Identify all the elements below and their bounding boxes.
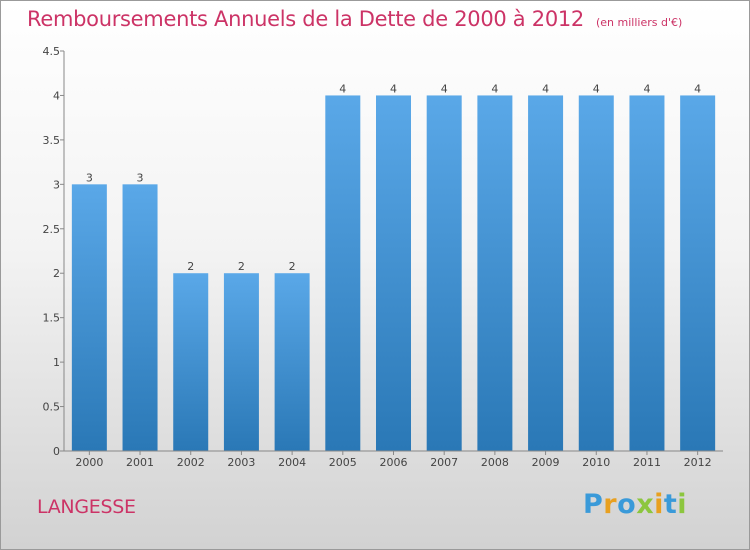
y-tick-label: 4 [53, 89, 60, 102]
x-tick-label-2002: 2002 [177, 456, 205, 469]
bar-2009 [528, 95, 564, 451]
bar-2007 [426, 95, 462, 451]
y-tick-label: 3 [53, 178, 60, 191]
bar-2001 [122, 184, 158, 452]
logo-letter: i [677, 489, 688, 520]
x-tick-label-2001: 2001 [126, 456, 154, 469]
bar-2008 [477, 95, 513, 451]
x-tick-label-2006: 2006 [380, 456, 408, 469]
bar-2005 [325, 95, 361, 451]
logo-letter: x [636, 489, 655, 520]
x-tick-label-2005: 2005 [329, 456, 357, 469]
data-label-2009: 4 [542, 82, 549, 95]
bar-2006 [376, 95, 411, 451]
x-tick-label-2007: 2007 [430, 456, 458, 469]
logo-letter: r [603, 489, 618, 520]
bar-2003 [223, 273, 259, 451]
data-label-2011: 4 [643, 82, 650, 95]
y-tick-label: 1.5 [43, 312, 61, 325]
data-label-2002: 2 [187, 260, 194, 273]
bar-2010 [578, 95, 614, 451]
data-label-2006: 4 [390, 82, 397, 95]
title-unit: (en milliers d'€) [596, 16, 683, 29]
logo-letter: t [663, 489, 678, 520]
y-tick-label: 3.5 [43, 134, 61, 147]
proxiti-logo: Proxiti [583, 489, 687, 520]
title-text: Remboursements Annuels de la Dette de 20… [27, 7, 584, 31]
bar-2000 [71, 184, 107, 452]
data-label-2003: 2 [238, 260, 245, 273]
logo-letter: o [617, 489, 637, 520]
y-tick-label: 2.5 [43, 223, 61, 236]
x-tick-label-2012: 2012 [684, 456, 712, 469]
data-label-2000: 3 [86, 171, 93, 184]
y-tick-label: 4.5 [43, 45, 61, 58]
data-label-2007: 4 [441, 82, 448, 95]
x-tick-label-2000: 2000 [75, 456, 103, 469]
bar-2011 [629, 95, 665, 451]
x-tick-label-2004: 2004 [278, 456, 306, 469]
y-tick-label: 0 [53, 445, 60, 458]
y-tick-label: 0.5 [43, 401, 61, 414]
bar-2004 [274, 273, 310, 451]
x-tick-label-2010: 2010 [582, 456, 610, 469]
x-tick-label-2008: 2008 [481, 456, 509, 469]
y-tick-label: 1 [53, 356, 60, 369]
chart-title: Remboursements Annuels de la Dette de 20… [27, 7, 682, 31]
x-tick-label-2011: 2011 [633, 456, 661, 469]
data-label-2004: 2 [289, 260, 296, 273]
data-label-2012: 4 [694, 82, 701, 95]
logo-letter: i [654, 489, 664, 520]
x-tick-label-2003: 2003 [227, 456, 255, 469]
commune-name: LANGESSE [37, 496, 136, 518]
data-label-2008: 4 [491, 82, 498, 95]
logo-letter: P [583, 489, 604, 520]
data-label-2010: 4 [593, 82, 600, 95]
bar-2002 [173, 273, 209, 451]
x-tick-label-2009: 2009 [532, 456, 560, 469]
data-label-2005: 4 [339, 82, 346, 95]
bar-2012 [680, 95, 716, 451]
y-tick-label: 2 [53, 267, 60, 280]
data-label-2001: 3 [137, 171, 144, 184]
